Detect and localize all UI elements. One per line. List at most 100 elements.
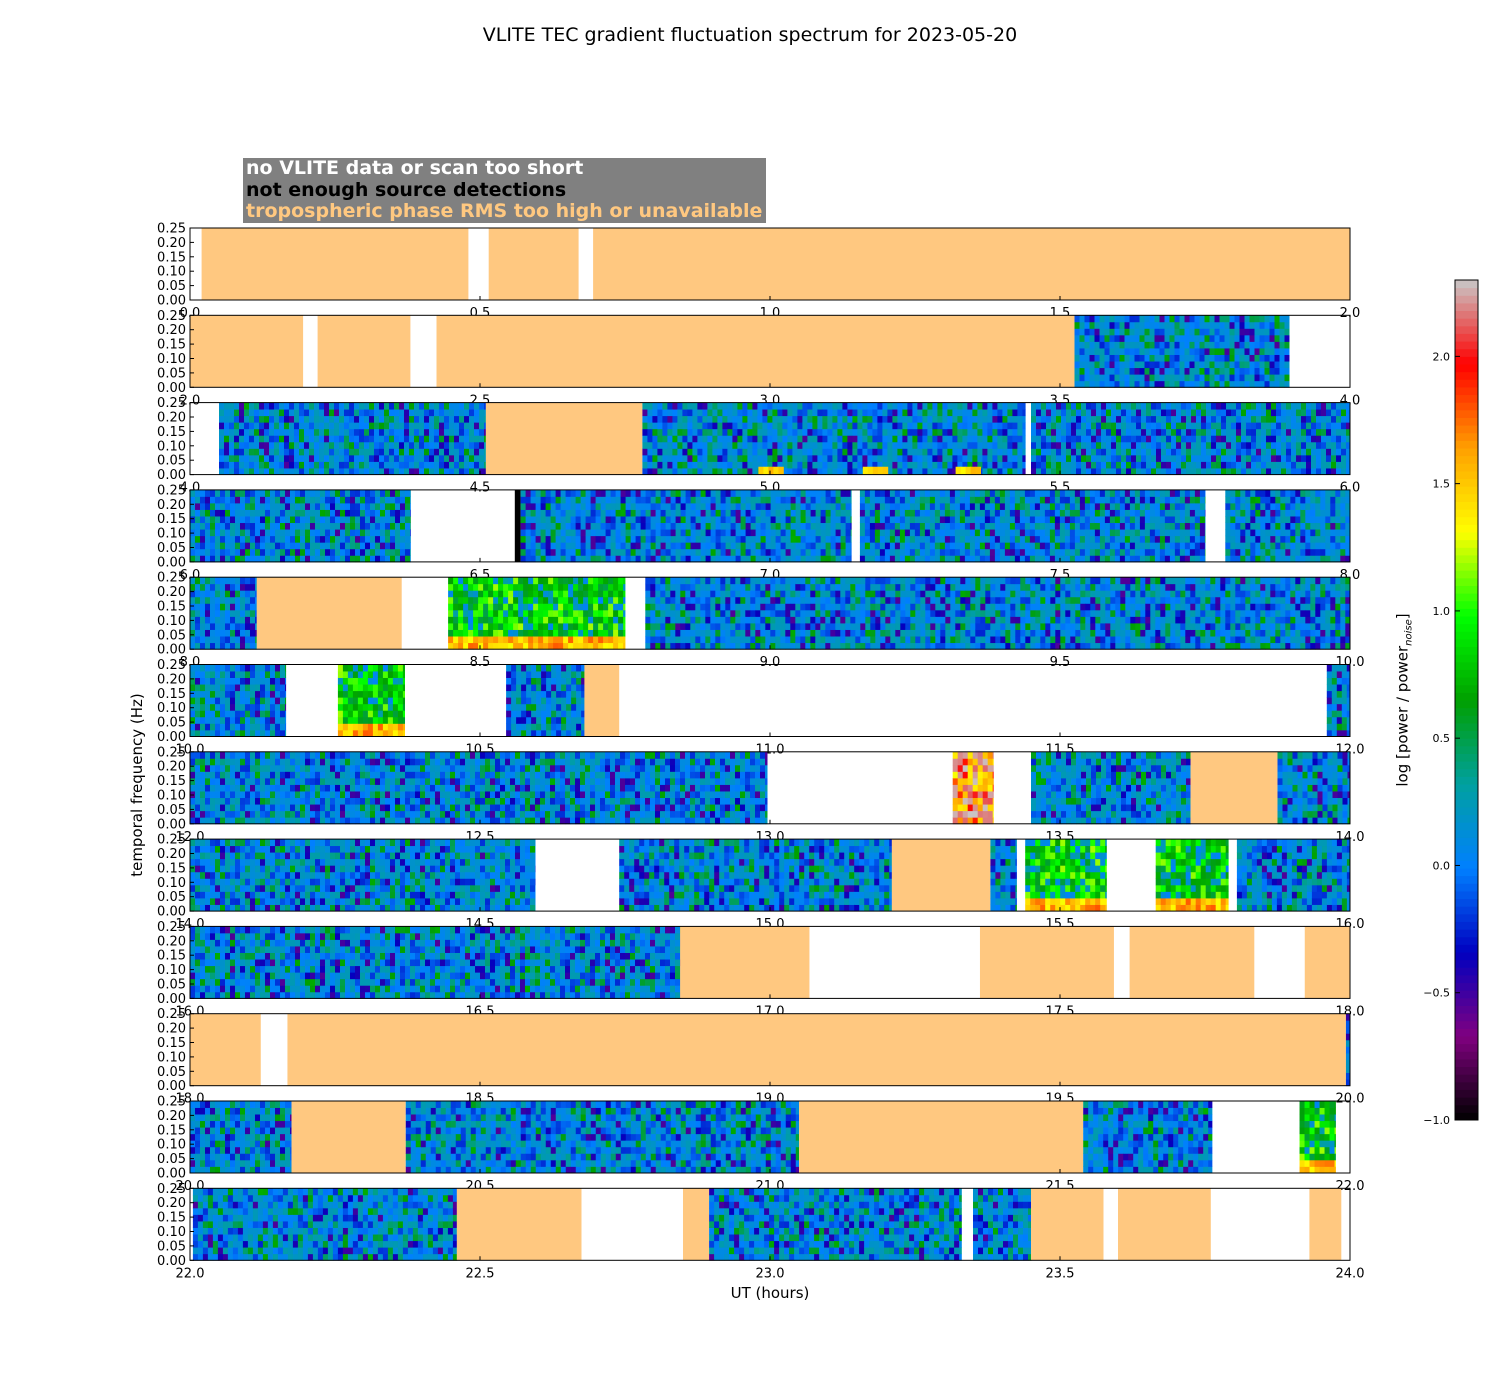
spectrum-cell — [942, 422, 948, 430]
spectrum-cell — [879, 516, 886, 524]
spectrum-cell — [752, 441, 758, 449]
spectrum-cell — [410, 496, 411, 504]
spectrum-cell — [1017, 415, 1023, 423]
spectrum-cell — [977, 409, 983, 417]
spectrum-cell — [939, 496, 946, 504]
spectrum-cell — [732, 415, 738, 423]
spectrum-cell — [1041, 454, 1047, 462]
spectrum-cell — [1269, 374, 1275, 382]
spectrum-cell — [335, 555, 341, 563]
spectrum-cell — [737, 422, 743, 430]
spectrum-cell — [832, 422, 838, 430]
spectrum-cell — [610, 548, 616, 556]
spectrum-cell — [692, 454, 698, 462]
spectrum-cell — [1096, 435, 1102, 443]
spectrum-cell — [1204, 328, 1210, 336]
spectrum-cell — [1104, 516, 1111, 524]
spectrum-cell — [1239, 321, 1245, 329]
spectrum-cell — [884, 529, 891, 537]
spectrum-cell — [820, 529, 826, 537]
spectrum-cell — [997, 415, 1003, 423]
spectrum-cell — [884, 548, 891, 556]
spectrum-cell — [845, 548, 851, 556]
spectrum-cell — [1191, 415, 1197, 423]
spectrum-cell — [884, 496, 891, 504]
spectrum-cell — [924, 516, 931, 524]
spectrum-cell — [882, 409, 888, 417]
spectrum-cell — [969, 548, 976, 556]
spectrum-cell — [1341, 415, 1347, 423]
spectrum-cell — [350, 542, 356, 550]
spectrum-cell — [822, 461, 828, 469]
spectrum-cell — [1114, 542, 1121, 550]
spectrum-cell — [605, 502, 611, 510]
spectrum-cell — [952, 468, 958, 475]
spectrum-cell — [872, 466, 879, 475]
spectrum-cell — [787, 435, 793, 443]
spectrum-cell — [304, 441, 310, 449]
spectrum-cell — [867, 441, 873, 449]
spectrum-cell — [1226, 415, 1232, 423]
spectrum-cell — [444, 409, 450, 417]
spectrum-cell — [1305, 516, 1311, 524]
spectrum-cell — [740, 516, 746, 524]
spectrum-cell — [1049, 489, 1056, 497]
spectrum-cell — [755, 555, 761, 563]
spectrum-cell — [797, 461, 803, 469]
spectrum-cell — [1265, 496, 1271, 504]
spectrum-cell — [545, 502, 551, 510]
spectrum-cell — [1144, 367, 1150, 375]
spectrum-cell — [395, 509, 401, 517]
spectrum-cell — [745, 548, 751, 556]
spectrum-cell — [705, 555, 711, 563]
spectrum-cell — [740, 509, 746, 517]
spectrum-cell — [1046, 448, 1052, 456]
spectrum-cell — [314, 448, 320, 456]
spectrum-cell — [560, 489, 566, 497]
spectrum-cell — [379, 428, 385, 436]
spectrum-cell — [760, 529, 766, 537]
spectrum-cell — [404, 435, 410, 443]
spectrum-cell — [190, 496, 196, 504]
spectrum-cell — [1119, 348, 1125, 355]
spectrum-cell — [1099, 321, 1105, 329]
spectrum-cell — [997, 461, 1003, 469]
spectrum-cell — [1004, 489, 1011, 497]
spectrum-cell — [944, 548, 951, 556]
spectrum-cell — [530, 542, 536, 550]
spectrum-cell — [1074, 509, 1081, 517]
spectrum-cell — [1159, 361, 1165, 369]
spectrum-cell — [1146, 415, 1152, 423]
spectrum-cell — [850, 516, 852, 524]
spectrum-cell — [484, 415, 487, 423]
spectrum-cell — [762, 441, 768, 449]
spectrum-cell — [869, 555, 876, 563]
spectrum-cell — [899, 535, 906, 543]
spectrum-cell — [449, 428, 455, 436]
spectrum-cell — [545, 529, 551, 537]
spectrum-cell — [677, 435, 683, 443]
spectrum-cell — [1144, 548, 1151, 556]
spectrum-cell — [1239, 328, 1245, 336]
spectrum-cell — [1159, 529, 1166, 537]
spectrum-cell — [852, 454, 858, 462]
spectrum-cell — [947, 409, 953, 417]
spectrum-cell — [782, 448, 788, 456]
spectrum-cell — [319, 441, 325, 449]
spectrum-cell — [894, 548, 901, 556]
spectrum-cell — [1079, 354, 1085, 362]
spectrum-cell — [354, 422, 360, 430]
spectrum-cell — [790, 496, 796, 504]
spectrum-cell — [1164, 321, 1170, 329]
spectrum-cell — [1169, 380, 1175, 388]
spectrum-cell — [1144, 374, 1150, 382]
spectrum-cell — [1106, 402, 1112, 410]
spectrum-cell — [1134, 516, 1141, 524]
spectrum-cell — [260, 516, 266, 524]
spectrum-cell — [842, 428, 848, 436]
spectrum-cell — [647, 441, 653, 449]
spectrum-cell — [330, 522, 336, 530]
spectrum-cell — [374, 428, 380, 436]
spectrum-cell — [1306, 441, 1312, 449]
spectrum-cell — [817, 468, 823, 475]
